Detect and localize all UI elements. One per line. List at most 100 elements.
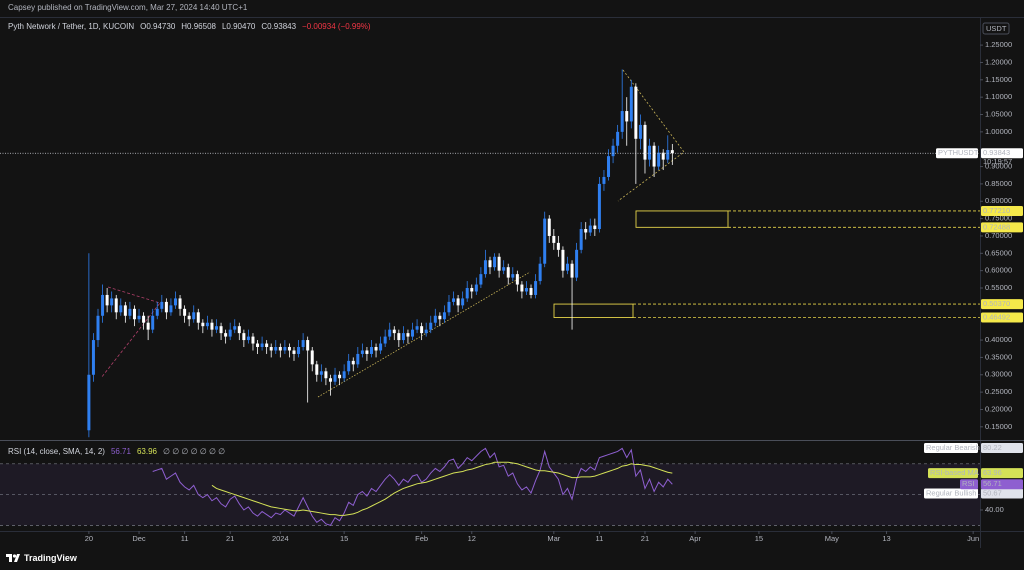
candle-body (256, 343, 260, 348)
candle-body (173, 298, 177, 306)
level-label-box (981, 299, 1023, 310)
candle-body (169, 305, 173, 313)
candle-body (306, 340, 310, 351)
triangle-drawing (617, 69, 685, 202)
candle-body (447, 301, 451, 313)
series-name-box (928, 468, 978, 479)
series-name: RSI-based MA (930, 468, 979, 477)
candle-body (565, 263, 569, 271)
candle-body (506, 267, 510, 278)
candle-body (570, 263, 574, 278)
candle-body (192, 312, 196, 320)
candle-body (178, 298, 182, 309)
candle-body (625, 111, 629, 122)
candle-body (638, 124, 642, 139)
y-tick-label: 0.25000 (985, 387, 1012, 396)
publisher: Capsey published on TradingView.com, Mar… (8, 3, 248, 12)
y-tick-label: 0.85000 (985, 179, 1012, 188)
candle-body (91, 340, 95, 375)
x-tick-label: 15 (340, 534, 348, 543)
candle-body (351, 360, 355, 365)
candle-body (365, 350, 369, 354)
y-tick-label: 0.30000 (985, 370, 1012, 379)
candle-body (511, 274, 515, 278)
candle-body (442, 312, 446, 320)
x-tick-label: 15 (755, 534, 763, 543)
publisher-line: Capsey published on TradingView.com, Mar… (8, 3, 247, 12)
divergence-value: 80.22 (983, 443, 1002, 452)
y-tick-label: 0.65000 (985, 248, 1012, 257)
x-tick-label: Apr (689, 534, 701, 543)
candle-body (515, 274, 519, 285)
level-label: 0.77210 (983, 206, 1010, 215)
last-price: 0.93843 (983, 148, 1010, 157)
divergence-value-box (981, 488, 1023, 499)
last-price-symbol: PYTHUSDT (938, 148, 979, 157)
candle-body (360, 350, 364, 354)
candle-body (575, 249, 579, 278)
candle-body (310, 350, 314, 365)
candle-body (315, 364, 319, 375)
candle-body (110, 298, 114, 306)
candle-body (101, 294, 105, 316)
level-label-box (981, 222, 1023, 233)
candle-body (452, 298, 456, 302)
divergence-value: 50.67 (983, 489, 1002, 498)
divergence-name: Regular Bullish (926, 489, 976, 498)
candle-body (602, 176, 606, 184)
candle-body (420, 326, 424, 334)
candle-body (301, 340, 305, 348)
y-tick-label: 0.35000 (985, 352, 1012, 361)
ohlc-status: L0.90470 (221, 22, 256, 31)
divergence-name-box (924, 443, 978, 454)
candle-body (146, 322, 150, 330)
series-line (152, 447, 673, 526)
candle-body (411, 329, 415, 337)
candle-body (105, 294, 109, 306)
x-tick-label: May (825, 534, 839, 543)
candle-body (547, 218, 551, 236)
candle-body (666, 149, 670, 160)
triangle-drawing (100, 286, 161, 379)
x-tick-label: 20 (85, 534, 93, 543)
candle-body (333, 374, 337, 382)
candle-body (269, 347, 273, 351)
x-tick-label: 12 (468, 534, 476, 543)
rsi-extra: ∅ ∅ ∅ ∅ ∅ ∅ ∅ (163, 447, 226, 456)
main-legend: Pyth Network / Tether, 1D, KUCOIN O0.947… (8, 22, 371, 31)
y-tick-label: 1.05000 (985, 109, 1012, 118)
ohlc-status: H0.96508 (181, 22, 216, 31)
rsi-band (0, 463, 980, 526)
candle-body (429, 322, 433, 330)
y-tick-label: 0.90000 (985, 162, 1012, 171)
countdown: 10:19:57 (983, 157, 1012, 166)
candle-body (397, 333, 401, 341)
candle-body (278, 347, 282, 351)
ohlc-status: O0.94730 (140, 22, 176, 31)
candle-body (461, 298, 465, 306)
x-tick-label: 13 (882, 534, 890, 543)
candle-body (237, 326, 241, 334)
candle-body (456, 298, 460, 306)
candle-body (616, 131, 620, 146)
candle-body (483, 260, 487, 275)
ohlc-status: C0.93843 (261, 22, 297, 31)
currency-box (982, 22, 1010, 35)
candle-body (338, 374, 342, 379)
x-tick-label: 11 (595, 534, 603, 543)
candle-body (629, 86, 633, 122)
series-value-box (981, 479, 1023, 490)
last-price-symbol-box (936, 148, 978, 159)
x-tick-label: 21 (226, 534, 234, 543)
level-label: 0.72488 (983, 222, 1010, 231)
y-tick-label: 0.55000 (985, 283, 1012, 292)
level-label: 0.46492 (983, 313, 1010, 322)
candle-body (137, 315, 141, 320)
candle-body (593, 225, 597, 230)
x-tick-label: Feb (415, 534, 428, 543)
y-tick-label: 0.80000 (985, 196, 1012, 205)
candle-body (620, 111, 624, 132)
candle-body (556, 242, 560, 250)
y-tick-label: 0.40000 (985, 335, 1012, 344)
candle-body (205, 322, 209, 327)
